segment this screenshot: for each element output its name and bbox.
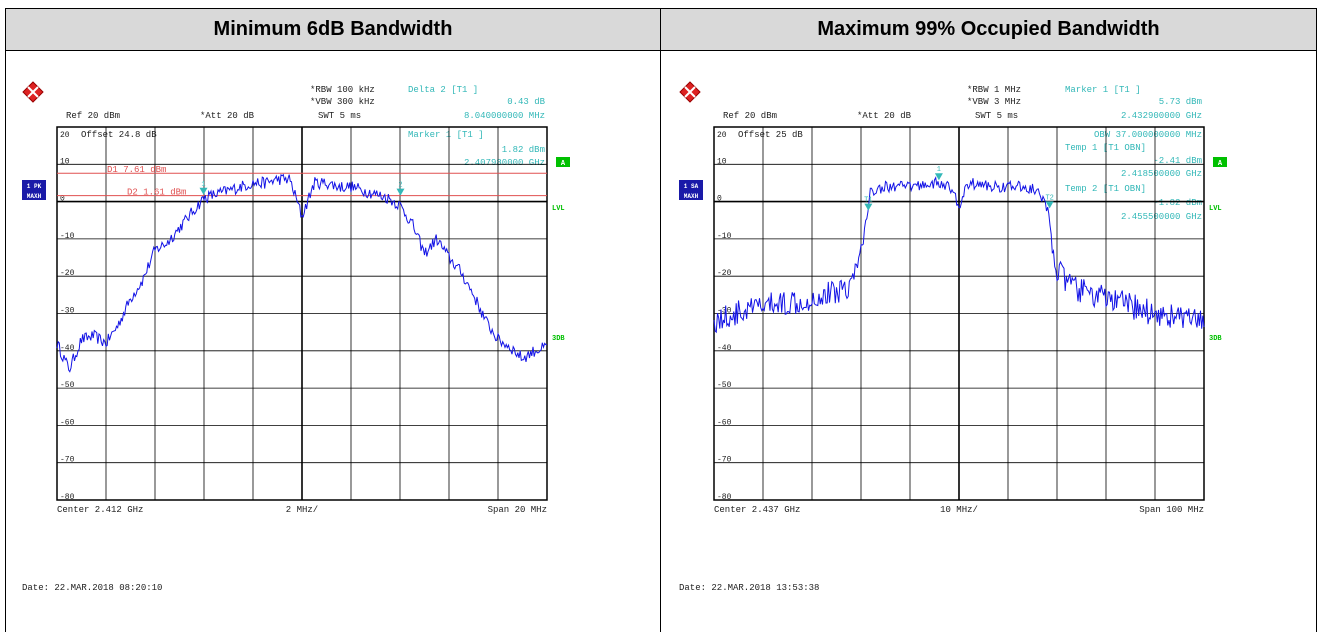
- status-a-box: [556, 157, 570, 167]
- y-tick-label: -50: [717, 381, 732, 390]
- display-line-label: D1 7.61 dBm: [107, 165, 166, 175]
- marker-2: [396, 188, 405, 196]
- div-label: 10 MHz/: [940, 505, 978, 515]
- offset-label: Offset 25 dB: [738, 130, 803, 140]
- y-tick-label: -10: [60, 232, 75, 241]
- status-lvl: LVL: [552, 205, 565, 213]
- readout-freq: 2.432900000 GHz: [1121, 111, 1202, 121]
- offset-label: Offset 24.8 dB: [81, 130, 157, 140]
- y-tick-label: -40: [717, 344, 732, 353]
- temp2-freq: 2.455500000 GHz: [1121, 212, 1202, 222]
- y-tick-label: -10: [717, 232, 732, 241]
- temp1-title: Temp 1 [T1 OBN]: [1065, 143, 1146, 153]
- trace-line: [713, 176, 1205, 334]
- marker-label: T2: [1045, 194, 1053, 202]
- marker-label: 1: [937, 166, 941, 174]
- y-tick-label: 0: [60, 195, 65, 204]
- marker-T1: [864, 203, 873, 211]
- div-label: 2 MHz/: [286, 505, 318, 515]
- rs-logo-mark-icon: [27, 86, 39, 98]
- y-tick-label: 20: [717, 131, 727, 140]
- right-header-title: Maximum 99% Occupied Bandwidth: [817, 18, 1160, 40]
- status-3db: 3DB: [1209, 335, 1222, 343]
- right-cell: [660, 51, 1317, 632]
- marker1-freq: 2.407980000 GHz: [464, 158, 545, 168]
- y-tick-label: -50: [60, 381, 75, 390]
- trace-line: [56, 173, 548, 373]
- ref-label: Ref 20 dBm: [723, 111, 777, 121]
- trace-indicator-box: [22, 180, 46, 200]
- y-tick-label: -70: [60, 456, 75, 465]
- left-cell: [5, 51, 661, 632]
- spectrum-chart-2: *RBW 1 MHz *VBW 3 MHz SWT 5 ms Ref 20 dBm *A…: [679, 81, 1227, 593]
- swt-label: SWT 5 ms: [975, 111, 1018, 121]
- y-tick-label: -60: [717, 418, 732, 427]
- readout-title: Marker 1 [T1 ]: [1065, 85, 1141, 95]
- trace-mode: MAXH: [27, 193, 42, 200]
- att-label: *Att 20 dB: [857, 111, 912, 121]
- y-tick-label: -60: [60, 418, 75, 427]
- date-label: Date: 22.MAR.2018 08:20:10: [22, 583, 162, 593]
- y-tick-label: 10: [717, 157, 727, 166]
- status-lvl: LVL: [1209, 205, 1222, 213]
- status-a: A: [561, 160, 566, 168]
- y-tick-label: -80: [717, 493, 732, 502]
- spectrum-chart-1: *RBW 100 kHz *VBW 300 kHz SWT 5 ms Ref 20 d…: [22, 81, 570, 593]
- date-label: Date: 22.MAR.2018 13:53:38: [679, 583, 819, 593]
- marker-1: [934, 173, 943, 181]
- readout-title: Delta 2 [T1 ]: [408, 85, 478, 95]
- marker-label: 2: [398, 182, 402, 190]
- vbw-label: *VBW 300 kHz: [310, 97, 375, 107]
- y-tick-label: -20: [717, 269, 732, 278]
- span-label: Span 20 MHz: [488, 505, 547, 515]
- y-tick-label: -30: [60, 307, 75, 316]
- marker-1: [199, 187, 208, 195]
- readout-value: 0.43 dB: [507, 97, 545, 107]
- temp1-level: -2.41 dBm: [1153, 156, 1202, 166]
- trace-mode: MAXH: [684, 193, 699, 200]
- ref-label: Ref 20 dBm: [66, 111, 120, 121]
- trace-indicator: 1 SA: [684, 183, 699, 190]
- trace-indicator-box: [679, 180, 703, 200]
- readout-freq: 8.040000000 MHz: [464, 111, 545, 121]
- right-header: Maximum 99% Occupied Bandwidth: [660, 8, 1317, 51]
- y-tick-label: -80: [60, 493, 75, 502]
- center-label: Center 2.412 GHz: [57, 505, 143, 515]
- rbw-label: *RBW 100 kHz: [310, 85, 375, 95]
- rbw-label: *RBW 1 MHz: [967, 85, 1021, 95]
- y-tick-label: -20: [60, 269, 75, 278]
- temp2-level: -1.82 dBm: [1153, 198, 1202, 208]
- att-label: *Att 20 dB: [200, 111, 255, 121]
- status-a: A: [1218, 160, 1223, 168]
- span-label: Span 100 MHz: [1139, 505, 1204, 515]
- marker-T2: [1045, 201, 1054, 209]
- marker1-level: 1.82 dBm: [502, 145, 545, 155]
- rs-logo-mark-icon: [684, 86, 696, 98]
- readout-value: 5.73 dBm: [1159, 97, 1202, 107]
- left-header-title: Minimum 6dB Bandwidth: [213, 18, 453, 40]
- trace-indicator: 1 PK: [27, 183, 42, 190]
- y-tick-label: 0: [717, 195, 722, 204]
- marker1-title: Marker 1 [T1 ]: [408, 130, 484, 140]
- temp2-title: Temp 2 [T1 OBN]: [1065, 184, 1146, 194]
- center-label: Center 2.437 GHz: [714, 505, 800, 515]
- marker-label: T1: [864, 197, 872, 205]
- swt-label: SWT 5 ms: [318, 111, 361, 121]
- obw-label: OBW 37.000000000 MHz: [1094, 130, 1202, 140]
- vbw-label: *VBW 3 MHz: [967, 97, 1021, 107]
- display-line-label: D2 1.61 dBm: [127, 188, 186, 198]
- y-tick-label: -30: [717, 307, 732, 316]
- status-a-box: [1213, 157, 1227, 167]
- marker-label: 1: [201, 181, 205, 189]
- y-tick-label: -40: [60, 344, 75, 353]
- left-header: Minimum 6dB Bandwidth: [5, 8, 661, 51]
- y-tick-label: 20: [60, 131, 70, 140]
- y-tick-label: 10: [60, 157, 70, 166]
- temp1-freq: 2.418500000 GHz: [1121, 169, 1202, 179]
- status-3db: 3DB: [552, 335, 565, 343]
- y-tick-label: -70: [717, 456, 732, 465]
